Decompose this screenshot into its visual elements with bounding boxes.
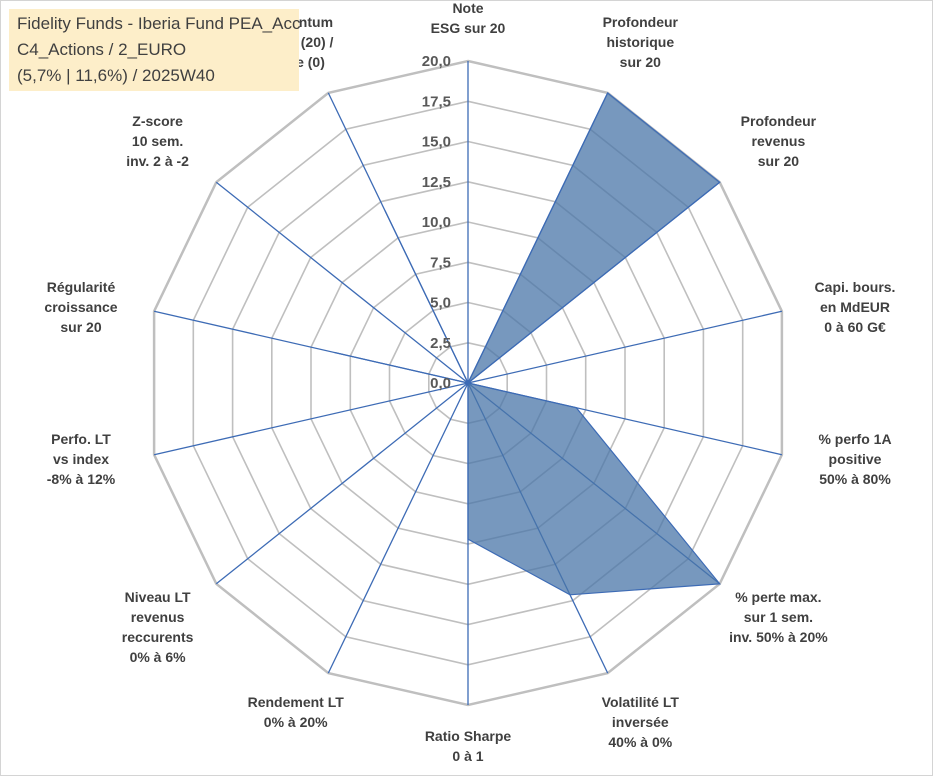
axis-label-10: Perfo. LT vs index -8% à 12% xyxy=(47,431,116,487)
data-point-11 xyxy=(333,351,336,354)
axis-label-2-line-1: revenus xyxy=(752,133,806,149)
tick-label-0: 0,0 xyxy=(430,375,451,392)
axis-label-0: Note ESG sur 20 xyxy=(431,1,506,36)
axis-label-8-line-0: Rendement LT xyxy=(248,694,345,710)
data-point-5 xyxy=(718,582,721,585)
axis-label-1-line-2: sur 20 xyxy=(620,54,661,70)
axis-label-11-line-1: croissance xyxy=(44,299,117,315)
axis-label-5-line-2: inv. 50% à 20% xyxy=(729,629,828,645)
axis-label-2: Profondeur revenus sur 20 xyxy=(741,113,817,169)
axis-label-4-line-0: % perfo 1A xyxy=(818,431,891,447)
axis-label-6-line-2: 40% à 0% xyxy=(608,734,672,750)
tick-label-6: 15,0 xyxy=(422,134,451,151)
axis-spoke-12 xyxy=(215,181,469,384)
axis-spoke-3 xyxy=(467,310,783,384)
axis-label-4-line-1: positive xyxy=(829,451,882,467)
axis-label-11: Régularité croissance sur 20 xyxy=(44,279,117,335)
data-point-1 xyxy=(606,91,609,94)
label-layer: Note ESG sur 20 Profondeur historique sur 20… xyxy=(44,1,895,764)
axis-spoke-8 xyxy=(327,382,469,674)
axis-label-9-line-2: reccurents xyxy=(122,629,194,645)
title-line-stats: (5,7% | 11,6%) / 2025W40 xyxy=(17,66,215,85)
title-line-category: C4_Actions / 2_EURO xyxy=(17,40,187,59)
series-area xyxy=(334,91,721,596)
data-point-12 xyxy=(467,382,470,385)
axis-label-12-line-1: 10 sem. xyxy=(132,133,183,149)
axis-label-1: Profondeur historique sur 20 xyxy=(603,14,679,70)
axis-label-8: Rendement LT 0% à 20% xyxy=(248,694,345,730)
axis-label-0-line-1: ESG sur 20 xyxy=(431,20,506,36)
tick-label-1: 2,5 xyxy=(430,335,451,352)
axis-label-9-line-0: Niveau LT xyxy=(125,589,191,605)
axis-label-7-line-1: 0 à 1 xyxy=(452,748,483,764)
axis-label-12-line-2: inv. 2 à -2 xyxy=(126,153,189,169)
data-point-7 xyxy=(467,538,470,541)
axis-label-2-line-2: sur 20 xyxy=(758,153,799,169)
axis-spoke-9 xyxy=(215,382,469,585)
axis-label-10-line-0: Perfo. LT xyxy=(51,431,111,447)
axis-label-5-line-0: % perte max. xyxy=(735,589,821,605)
axis-label-5: % perte max. sur 1 sem. inv. 50% à 20% xyxy=(729,589,828,645)
series-layer xyxy=(333,91,721,596)
chart-title: Fidelity Funds - Iberia Fund PEA_Acc C4_… xyxy=(9,9,301,91)
tick-label-4: 10,0 xyxy=(422,214,451,231)
data-point-13 xyxy=(383,209,386,212)
axis-label-0-line-0: Note xyxy=(452,1,483,16)
axis-label-3-line-2: 0 à 60 G€ xyxy=(824,319,886,335)
axis-label-12-line-0: Z-score xyxy=(132,113,183,129)
tick-layer: 0,0 2,5 5,0 7,5 10,0 12,5 15,0 17,5 20,0 xyxy=(422,53,451,392)
title-line-fund: Fidelity Funds - Iberia Fund PEA_Acc xyxy=(17,14,301,33)
axis-label-3: Capi. bours. en MdEUR 0 à 60 G€ xyxy=(815,279,896,335)
axis-label-8-line-1: 0% à 20% xyxy=(264,714,328,730)
axis-label-1-line-0: Profondeur xyxy=(603,14,679,30)
axis-label-12: Z-score 10 sem. inv. 2 à -2 xyxy=(126,113,189,169)
tick-label-3: 7,5 xyxy=(430,254,451,271)
axis-label-4-line-2: 50% à 80% xyxy=(819,471,891,487)
axis-label-6: Volatilité LT inversée 40% à 0% xyxy=(602,694,680,750)
axis-label-11-line-2: sur 20 xyxy=(60,319,101,335)
axis-label-6-line-0: Volatilité LT xyxy=(602,694,680,710)
axis-label-11-line-0: Régularité xyxy=(47,279,116,295)
tick-label-7: 17,5 xyxy=(422,93,451,110)
axis-label-10-line-1: vs index xyxy=(53,451,109,467)
axis-label-4: % perfo 1A positive 50% à 80% xyxy=(818,431,891,487)
axis-label-7: Ratio Sharpe 0 à 1 xyxy=(425,728,512,764)
data-point-2 xyxy=(718,181,721,184)
data-point-4 xyxy=(575,406,578,409)
axis-label-6-line-1: inversée xyxy=(612,714,669,730)
axis-spoke-10 xyxy=(153,382,469,456)
axis-label-3-line-0: Capi. bours. xyxy=(815,279,896,295)
axis-label-3-line-1: en MdEUR xyxy=(820,299,890,315)
data-point-6 xyxy=(569,593,572,596)
tick-label-8: 20,0 xyxy=(422,53,451,70)
axis-label-7-line-0: Ratio Sharpe xyxy=(425,728,512,744)
axis-label-9: Niveau LT revenus reccurents 0% à 6% xyxy=(122,589,194,665)
tick-label-2: 5,0 xyxy=(430,295,451,312)
axis-label-2-line-0: Profondeur xyxy=(741,113,817,129)
axis-label-10-line-2: -8% à 12% xyxy=(47,471,116,487)
axis-label-5-line-1: sur 1 sem. xyxy=(744,609,813,625)
axis-label-1-line-1: historique xyxy=(606,34,674,50)
tick-label-5: 12,5 xyxy=(422,174,451,191)
axis-label-9-line-1: revenus xyxy=(131,609,185,625)
axis-label-9-line-3: 0% à 6% xyxy=(130,649,187,665)
